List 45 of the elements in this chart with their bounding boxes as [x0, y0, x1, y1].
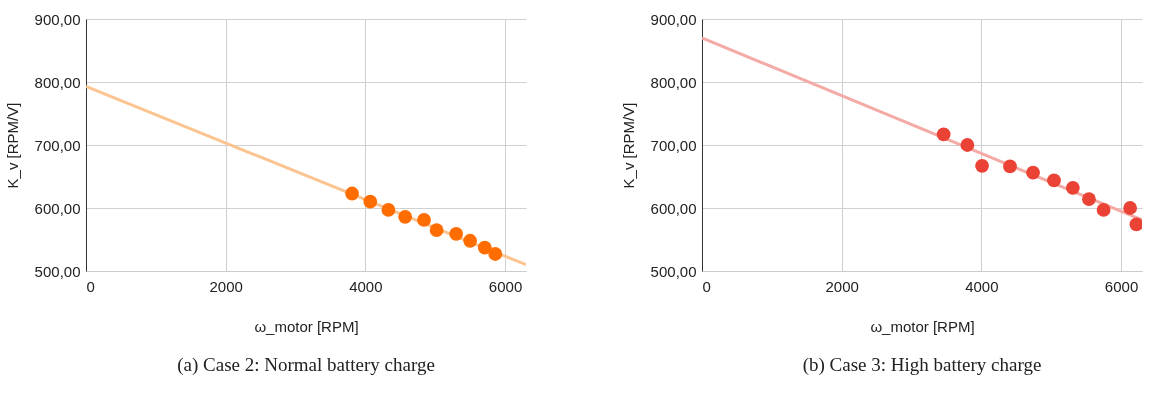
point [975, 158, 989, 173]
point [1096, 203, 1111, 217]
y-axis-title: K_v [RPM/V] [619, 102, 637, 189]
point [345, 186, 359, 201]
point [477, 240, 492, 255]
y-tick-label: 700,00 [650, 136, 697, 154]
point [398, 209, 413, 224]
x-tick-label: 6000 [488, 277, 523, 295]
text: (a) Case 2: Normal battery charge [177, 354, 435, 376]
point [1003, 159, 1017, 174]
x-tick-label: 0 [86, 277, 95, 295]
x-tick-label: 2000 [209, 277, 243, 295]
y-tick-label: 600,00 [34, 199, 81, 217]
point [449, 226, 464, 241]
y-tick-label: 700,00 [34, 136, 81, 154]
point [363, 194, 378, 209]
point [960, 138, 975, 152]
y-tick-label: 900,00 [34, 10, 81, 28]
x-axis-title: ω_motor [RPM] [254, 317, 359, 335]
point [1026, 165, 1040, 180]
point [1082, 192, 1096, 207]
point [1065, 180, 1080, 195]
y-tick-label: 800,00 [650, 73, 697, 91]
y-tick-label: 500,00 [650, 262, 697, 280]
point [1129, 217, 1142, 232]
point [1123, 201, 1138, 215]
y-tick-label: 800,00 [34, 73, 81, 91]
point [381, 203, 396, 217]
y-tick-label: 600,00 [650, 199, 697, 217]
x-tick-label: 2000 [825, 277, 859, 295]
y-tick-label: 500,00 [34, 262, 81, 280]
x-tick-label: 4000 [349, 277, 383, 295]
y-axis-title: K_v [RPM/V] [3, 102, 21, 189]
point [488, 247, 503, 261]
y-tick-label: 900,00 [650, 10, 697, 28]
point [936, 127, 951, 142]
x-tick-label: 6000 [1104, 277, 1139, 295]
x-tick-label: 0 [702, 277, 711, 295]
point [463, 233, 478, 248]
point [429, 223, 444, 237]
point [1047, 173, 1061, 188]
x-axis-title: ω_motor [RPM] [870, 317, 975, 335]
x-tick-label: 4000 [965, 277, 999, 295]
text: (b) Case 3: High battery charge [802, 354, 1042, 376]
point [417, 213, 431, 227]
